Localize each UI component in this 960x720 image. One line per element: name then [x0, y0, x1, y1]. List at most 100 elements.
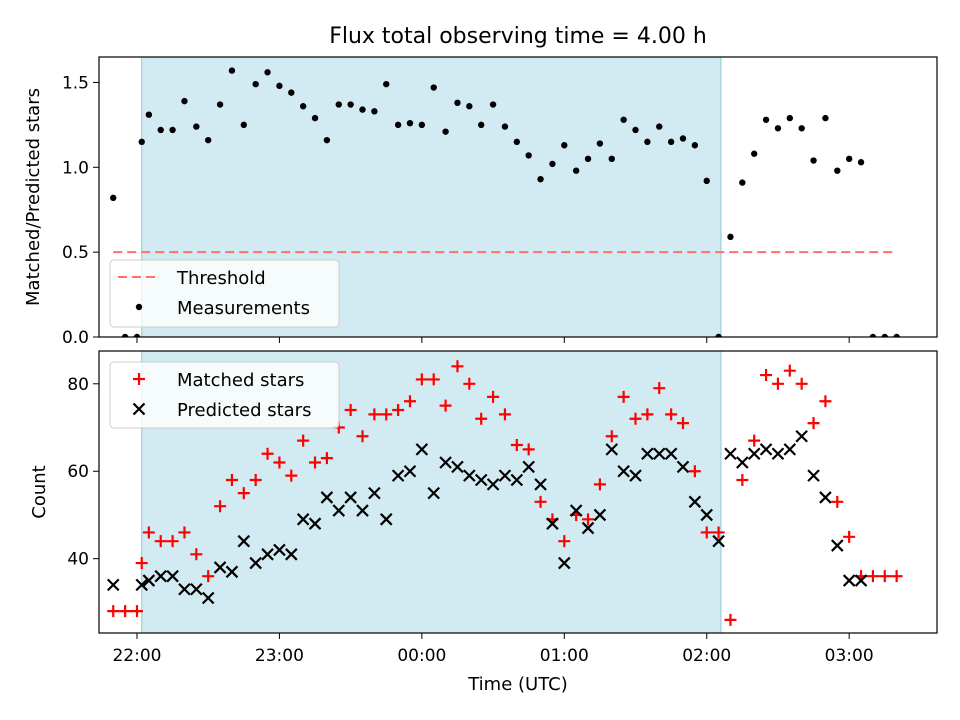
predicted-point [178, 583, 191, 596]
x-tick-label: 01:00 [540, 646, 589, 666]
predicted-point [712, 534, 725, 548]
predicted-point [261, 548, 274, 561]
measurement-point [845, 155, 853, 163]
predicted-point [439, 456, 452, 469]
matched-point [807, 417, 820, 430]
matched-point [641, 408, 654, 421]
predicted-point [819, 491, 832, 504]
measurement-point [739, 179, 746, 186]
predicted-point [379, 513, 393, 526]
predicted-point [273, 543, 286, 557]
predicted-point [344, 491, 357, 504]
measurement-point [138, 138, 145, 146]
matched-point [653, 382, 666, 395]
y-tick-label: 60 [67, 462, 89, 482]
measurement-point [667, 138, 675, 146]
measurement-point [549, 160, 556, 168]
measurement-point [774, 125, 782, 132]
predicted-point [451, 460, 464, 474]
matched-point [712, 526, 725, 539]
top-axes: Matched/Predicted stars 0.0 0.5 1.0 1.5 Thre… [23, 56, 938, 348]
matched-point [582, 513, 595, 526]
matched-point [309, 456, 322, 469]
matched-point [285, 469, 298, 482]
matched-point [522, 443, 535, 456]
bottom-axes-frame [98, 350, 938, 634]
predicted-point [854, 574, 868, 587]
matched-point [392, 404, 405, 417]
matched-point [130, 605, 143, 618]
predicted-point [308, 517, 322, 530]
legend-measurements-swatch [135, 303, 143, 311]
y-tick-label: 80 [67, 375, 89, 395]
measurement-point [216, 101, 224, 108]
measurement-point [561, 142, 568, 149]
predicted-point [403, 464, 417, 478]
measurement-point [751, 150, 758, 157]
matched-point [463, 377, 476, 390]
matched-point [415, 373, 428, 386]
matched-point [166, 535, 179, 548]
matched-point [320, 452, 333, 465]
y-tick-label: 1.0 [62, 158, 89, 178]
predicted-point [368, 486, 381, 500]
predicted-point [795, 429, 808, 443]
measurement-point [584, 155, 592, 163]
measurement-point [537, 175, 544, 183]
measurement-point [240, 121, 248, 129]
measurement-point [406, 119, 414, 127]
measurement-point [501, 123, 509, 130]
predicted-point [747, 447, 761, 461]
measurement-point [347, 101, 354, 108]
matched-point [878, 570, 891, 583]
matched-point [237, 487, 250, 500]
measurement-point [656, 123, 663, 130]
predicted-point [142, 574, 156, 587]
predicted-point [320, 491, 334, 504]
measurement-point [288, 89, 295, 96]
x-tick-label: 22:00 [112, 646, 161, 666]
legend-predicted-label: Predicted stars [177, 400, 311, 421]
predicted-point [463, 469, 476, 482]
measurement-point [371, 108, 378, 115]
top-legend-box [109, 259, 340, 328]
y-tick-label: 1.5 [62, 73, 89, 93]
bottom-ylabel: Count [29, 465, 50, 518]
measurement-point [881, 333, 888, 337]
measurement-point [644, 138, 651, 146]
predicted-point [225, 565, 239, 579]
legend-predicted-swatch [132, 402, 146, 416]
measurement-point [478, 121, 485, 129]
predicted-point [617, 464, 630, 478]
measurement-point [810, 157, 817, 164]
measurement-point [394, 121, 402, 129]
matched-point [498, 408, 511, 421]
measurement-point [133, 333, 141, 337]
measurement-point [228, 67, 236, 74]
matched-point [771, 377, 784, 390]
y-tick-label: 0.5 [62, 243, 89, 263]
measurement-point [834, 167, 841, 174]
legend-matched-swatch [133, 373, 145, 385]
measurement-point [679, 135, 687, 142]
predicted-point [842, 574, 856, 587]
predicted-point [558, 556, 571, 570]
matched-point [866, 570, 879, 583]
matched-point [297, 434, 310, 447]
bottom-xlabel: Time (UTC) [467, 674, 568, 695]
predicted-point [486, 478, 500, 491]
measurement-point [157, 126, 164, 134]
measurement-point [620, 116, 627, 123]
measurement-point [299, 103, 307, 110]
measurement-point [110, 194, 117, 202]
x-tick-label: 23:00 [255, 646, 304, 666]
measurement-point [572, 167, 580, 174]
x-tick-label: 00:00 [397, 646, 446, 666]
measurement-point [632, 126, 639, 134]
measurement-point [762, 116, 770, 123]
figure-title: Flux total observing time = 4.00 h [329, 24, 707, 49]
predicted-point [593, 508, 607, 522]
predicted-point [427, 486, 441, 500]
predicted-point [546, 517, 559, 530]
x-tick-label: 02:00 [682, 646, 731, 666]
